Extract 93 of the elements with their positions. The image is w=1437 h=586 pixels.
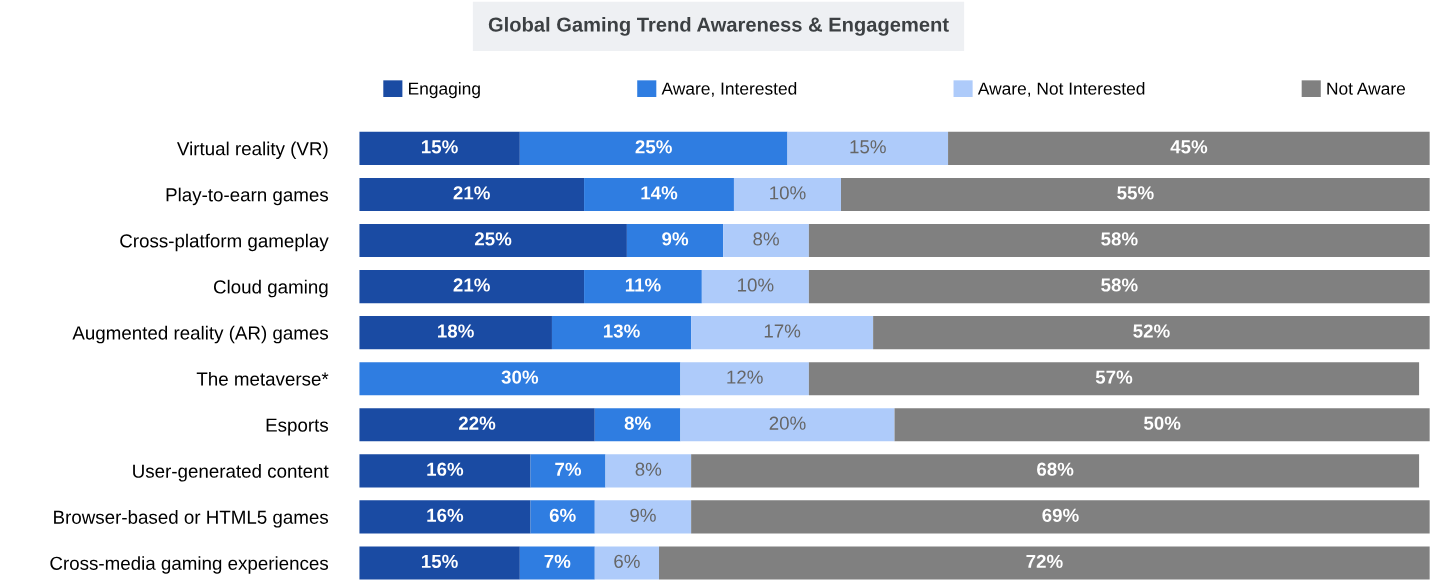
data-label: 68% — [1037, 462, 1074, 476]
legend-label: Aware, Interested — [661, 81, 797, 97]
bar — [841, 177, 1430, 212]
bar — [948, 131, 1430, 165]
y-tick-label: Browser-based or HTML5 games — [54, 510, 329, 528]
bar — [873, 316, 1430, 350]
data-label: 45% — [1170, 140, 1208, 154]
data-label: 9% — [630, 508, 656, 522]
data-label: 21% — [453, 278, 490, 292]
bar — [787, 131, 949, 165]
bar — [605, 454, 692, 488]
data-label: 8% — [624, 416, 651, 430]
y-tick-label: Cross-platform gameplay — [120, 233, 329, 252]
data-label: 22% — [458, 416, 496, 430]
data-label: 58% — [1101, 278, 1138, 292]
bar — [359, 454, 531, 488]
data-label: 50% — [1143, 416, 1181, 430]
legend-label: Aware, Not Interested — [977, 81, 1145, 97]
data-label: 17% — [764, 324, 801, 338]
bar — [530, 500, 595, 534]
legend-label: Engaging — [409, 81, 480, 99]
bar — [359, 408, 595, 442]
y-tick-label: Play-to-earn games — [166, 187, 329, 206]
data-label: 16% — [427, 508, 464, 522]
data-label: 55% — [1117, 186, 1154, 200]
bar — [359, 316, 552, 350]
data-label: 25% — [474, 232, 512, 246]
data-label: 18% — [438, 324, 474, 338]
bar — [584, 177, 734, 212]
data-label: 10% — [770, 186, 806, 200]
data-label: 30% — [501, 370, 539, 384]
data-label: 25% — [635, 140, 672, 154]
y-tick-label: The metaverse* — [196, 371, 329, 386]
bar — [626, 223, 724, 258]
bar — [680, 362, 809, 396]
bar — [359, 500, 531, 534]
y-tick-label: Cloud gaming — [213, 279, 328, 298]
bar — [519, 546, 595, 580]
y-tick-label: Esports — [266, 418, 329, 436]
y-tick-label: Virtual reality (VR) — [177, 141, 328, 160]
data-label: 7% — [544, 554, 571, 568]
bar — [594, 500, 692, 534]
bar — [359, 270, 585, 304]
data-label: 12% — [727, 370, 763, 384]
bar — [691, 500, 1430, 534]
data-label: 72% — [1026, 554, 1063, 568]
data-label: 7% — [555, 462, 582, 476]
bar — [659, 546, 1430, 580]
legend-label: Not Aware — [1327, 82, 1405, 95]
bar — [691, 316, 874, 350]
data-label: 69% — [1042, 508, 1079, 522]
data-label: 6% — [614, 554, 640, 568]
data-label: 52% — [1133, 324, 1170, 338]
bar — [723, 223, 809, 258]
data-label: 16% — [427, 462, 464, 476]
bar — [359, 131, 520, 165]
data-label: 6% — [549, 508, 576, 522]
data-label: 20% — [769, 416, 806, 430]
bar — [551, 316, 692, 350]
y-tick-label: User-generated content — [133, 464, 329, 482]
data-label: 11% — [625, 278, 661, 292]
bar — [519, 131, 788, 165]
bar — [359, 177, 585, 212]
bar — [733, 177, 841, 212]
bar — [594, 408, 681, 442]
data-label: 10% — [738, 278, 774, 292]
y-tick-label: Augmented reality (AR) games — [72, 325, 329, 344]
y-tick-label: Cross-media gaming experiences — [50, 556, 329, 574]
data-label: 15% — [421, 554, 458, 568]
data-label: 58% — [1101, 232, 1138, 246]
bar — [359, 362, 681, 396]
data-label: 8% — [753, 232, 779, 246]
data-label: 8% — [635, 462, 662, 476]
bar — [808, 270, 1430, 304]
bar — [808, 223, 1430, 258]
data-label: 15% — [850, 140, 886, 154]
bar — [594, 546, 660, 580]
bar — [530, 454, 606, 488]
bar — [894, 408, 1430, 442]
data-label: 13% — [603, 324, 640, 338]
chart-title: Global Gaming Trend Awareness & Engagement — [488, 16, 949, 36]
data-label: 21% — [453, 186, 490, 200]
bar — [359, 546, 520, 580]
bar — [691, 454, 1420, 488]
bar — [701, 270, 809, 304]
data-label: 9% — [662, 232, 689, 246]
bar — [584, 270, 702, 304]
data-label: 14% — [641, 186, 678, 200]
bar — [808, 362, 1420, 396]
bar — [680, 408, 895, 442]
bar — [359, 223, 627, 258]
data-label: 57% — [1095, 370, 1133, 384]
data-label: 15% — [421, 140, 458, 154]
